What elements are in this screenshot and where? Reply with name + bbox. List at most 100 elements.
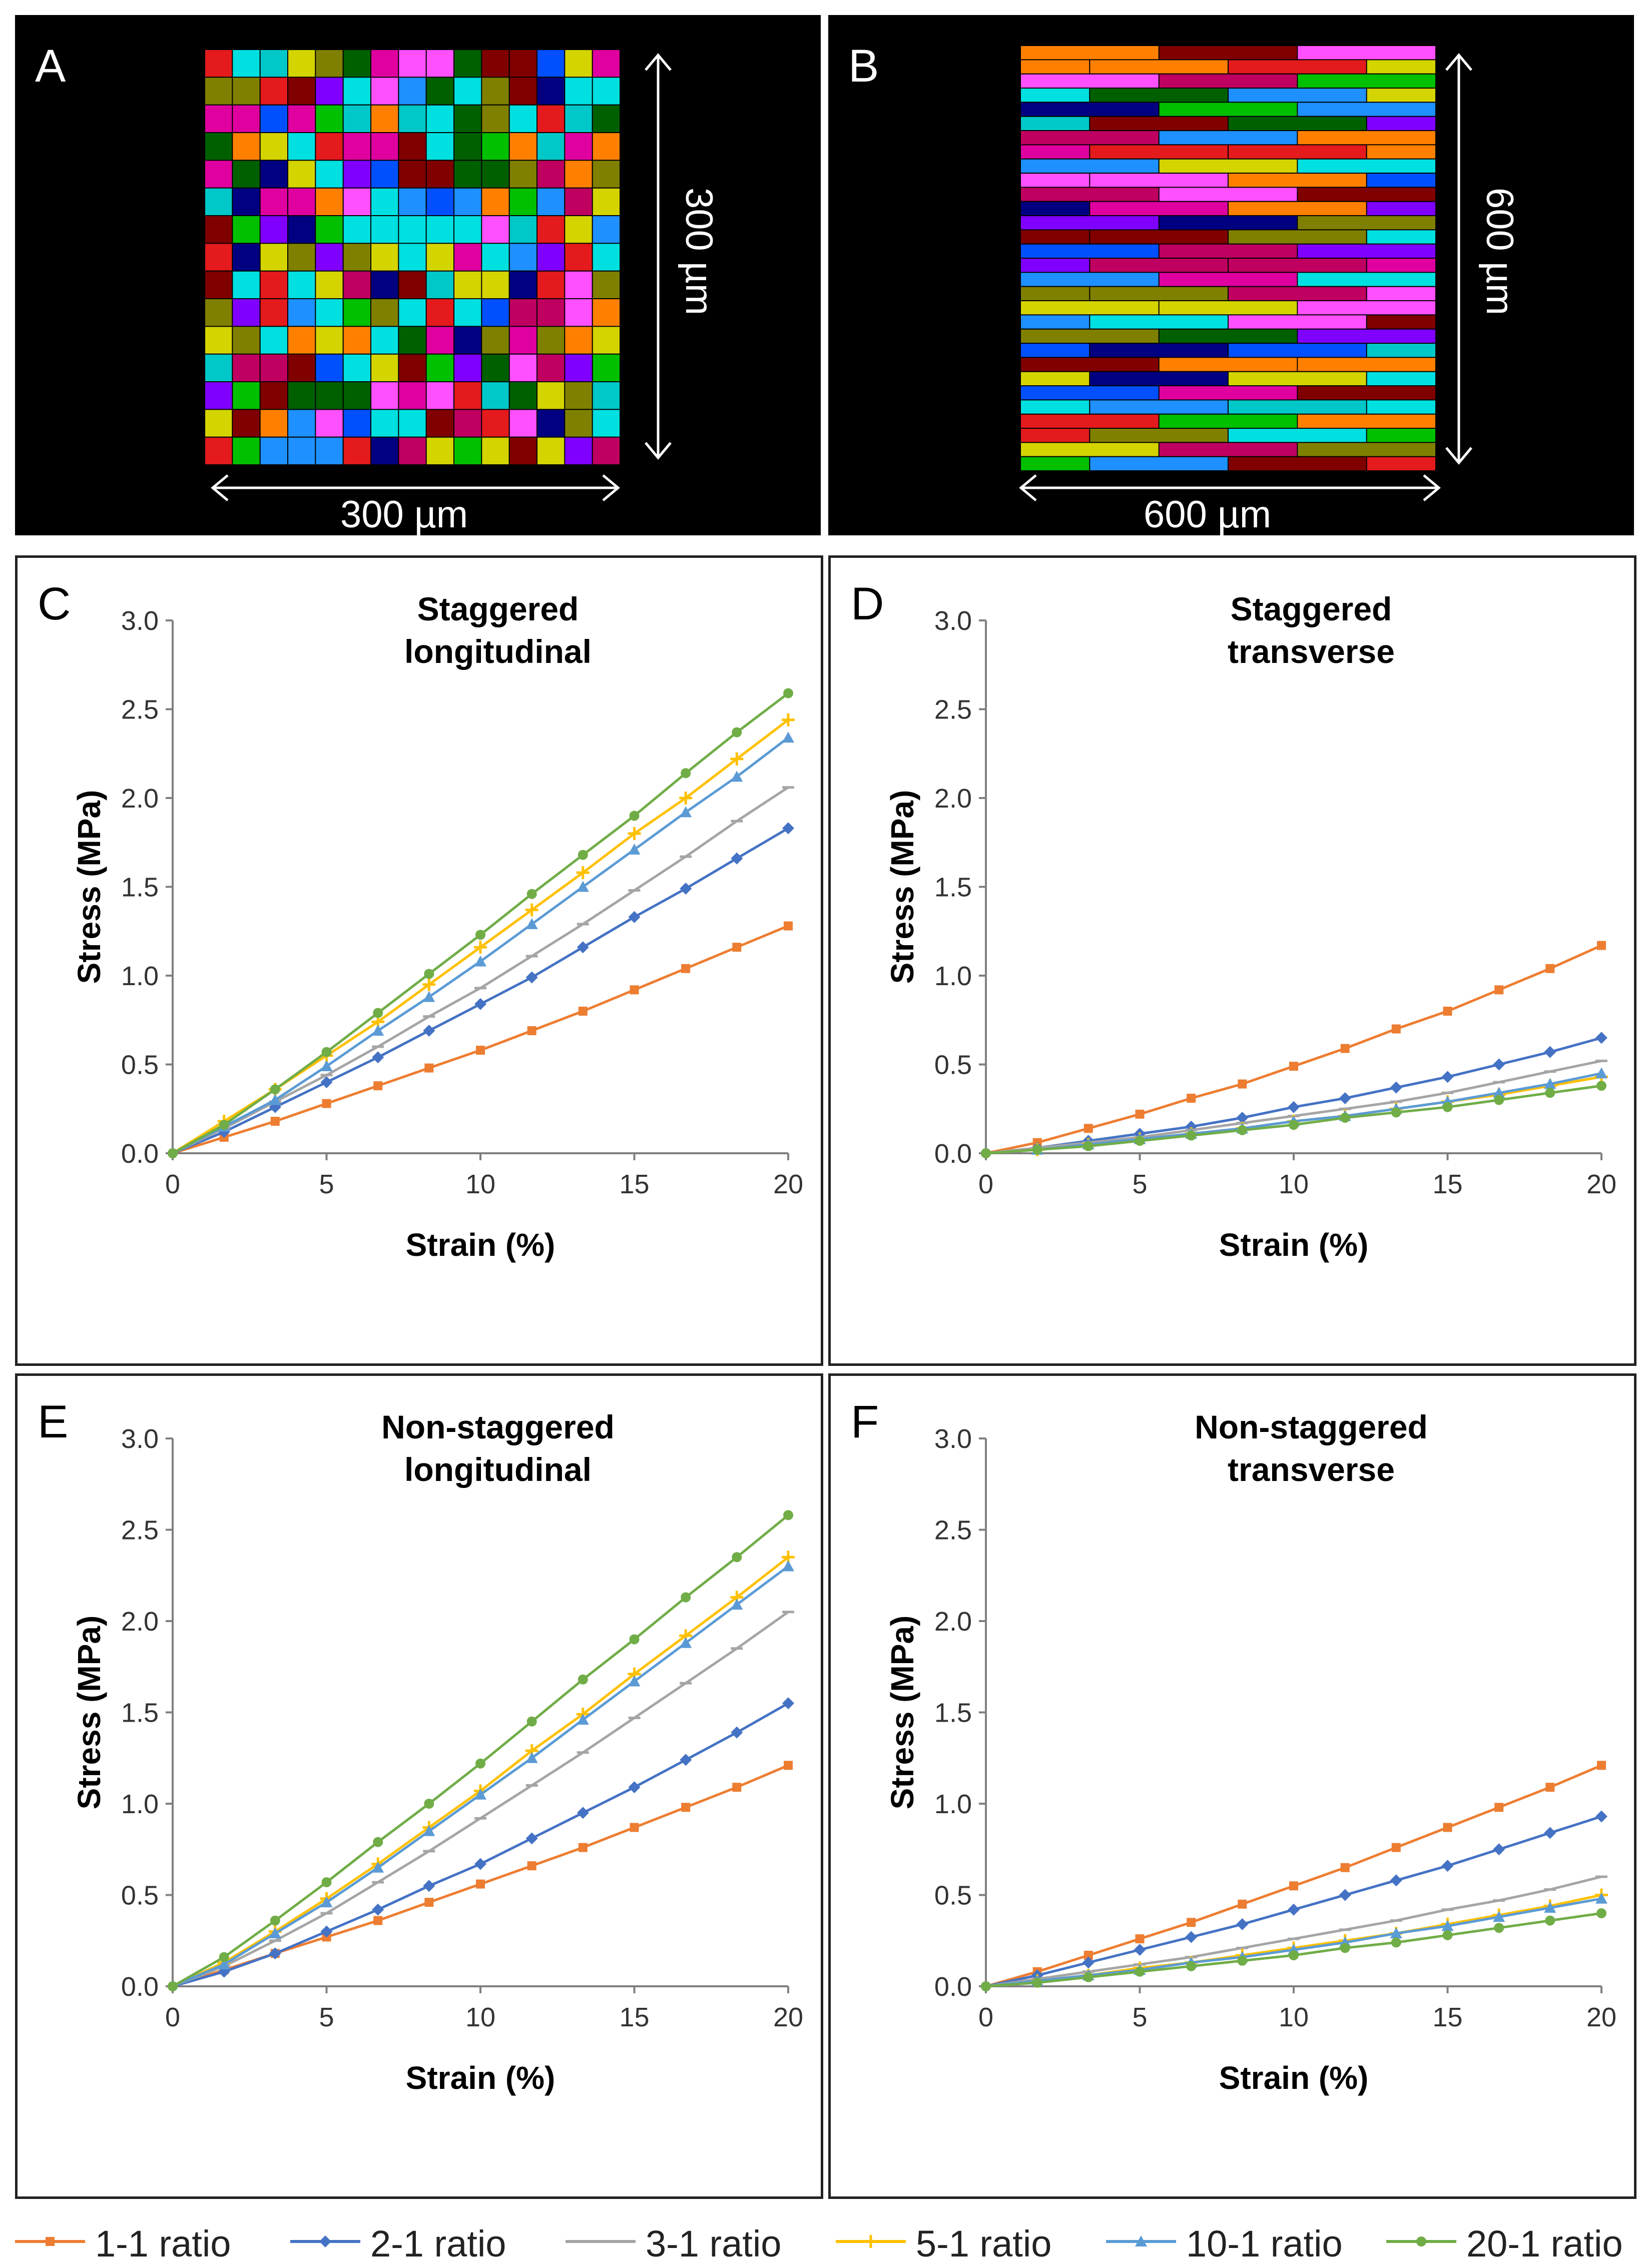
marker-legend <box>1416 2236 1426 2246</box>
mesh-cell <box>565 327 592 354</box>
marker-point <box>1340 1863 1350 1872</box>
y-tick-label: 0.0 <box>121 1139 159 1169</box>
mesh-cell <box>482 271 509 298</box>
y-axis-label: Stress (MPa) <box>884 1616 920 1810</box>
marker-point <box>680 806 692 818</box>
mesh-cell <box>565 382 592 409</box>
mesh-cell <box>260 133 287 160</box>
mesh-cell <box>1021 117 1089 130</box>
y-tick-label: 0.5 <box>934 1881 972 1911</box>
mesh-cell <box>233 244 260 271</box>
marker-point <box>1443 1823 1452 1832</box>
mesh-cell <box>426 354 453 381</box>
marker-point <box>219 1952 229 1962</box>
mesh-cell <box>426 188 453 215</box>
marker-legend <box>319 2235 331 2247</box>
mesh-cell <box>233 327 260 354</box>
marker-point <box>474 955 486 967</box>
mesh-cell <box>537 382 565 409</box>
series-2-1-ratio <box>981 1032 1607 1158</box>
marker-point <box>1187 1093 1196 1103</box>
marker-point <box>1083 1124 1093 1133</box>
mesh-cell <box>1367 344 1435 357</box>
marker-point <box>1391 1843 1401 1852</box>
x-tick-label: 20 <box>1586 2002 1616 2032</box>
marker-point <box>372 1025 384 1036</box>
marker-point <box>320 1896 333 1908</box>
mesh-cell <box>205 216 232 243</box>
chart-non-staggered-longitudinal: 0.0 0.5 1.0 1.5 2.0 2.5 3.0 0 5 10 15 20 Strain (%) S… <box>71 1408 803 2096</box>
mesh-cell <box>1090 400 1228 414</box>
marker-point <box>474 1788 486 1800</box>
mesh-cell <box>1298 216 1435 230</box>
mesh-cell <box>1090 89 1228 102</box>
panel-f-letter: F <box>851 1396 879 1447</box>
marker-point <box>373 1008 383 1018</box>
x-tick-label: 0 <box>978 2002 993 2032</box>
marker-point <box>474 1858 486 1870</box>
mesh-cell <box>1298 74 1435 88</box>
mesh-cell <box>509 105 536 132</box>
marker-point <box>1441 1860 1454 1872</box>
mesh-cell <box>316 271 343 298</box>
y-tick-label: 1.5 <box>121 1698 159 1728</box>
y-tick-label: 2.0 <box>934 784 972 814</box>
x-tick-label: 15 <box>1432 1169 1462 1199</box>
marker-point <box>1390 1081 1402 1094</box>
marker-point <box>784 1761 793 1770</box>
mesh-cell <box>565 188 592 215</box>
mesh-cell <box>537 327 565 354</box>
mesh-cell <box>426 271 453 298</box>
mesh-cell <box>233 354 260 381</box>
mesh-cell <box>316 244 343 271</box>
mesh-cell <box>565 299 592 326</box>
mesh-cell <box>454 271 481 298</box>
mesh-cell <box>1021 400 1089 414</box>
mesh-cell <box>399 354 426 381</box>
series-line <box>985 1036 1602 1155</box>
marker-point <box>527 1026 536 1036</box>
chart-title-line: longitudinal <box>404 633 592 670</box>
marker-point <box>1494 1803 1504 1812</box>
mesh-cell <box>316 133 343 160</box>
marker-point <box>424 969 434 979</box>
mesh-cell <box>288 216 315 243</box>
mesh-cell <box>260 327 287 354</box>
series-line <box>172 692 789 1155</box>
mesh-cell <box>1159 358 1297 371</box>
mesh-cell <box>482 299 509 326</box>
mesh-cell <box>371 410 398 437</box>
legend-marker-10-1 <box>1106 2235 1176 2246</box>
marker-point <box>1186 1130 1197 1141</box>
mesh-cell <box>343 327 370 354</box>
panel-c: C 0.0 0.5 1.0 1.5 2.0 2.5 3.0 0 5 10 15 20 Strain (%… <box>15 555 823 1366</box>
chart-title-line: transverse <box>1228 633 1395 670</box>
marker-point <box>475 930 485 940</box>
mesh-cell <box>371 244 398 271</box>
marker-point <box>782 1697 794 1710</box>
mesh-cell <box>1021 457 1089 470</box>
series-20-1-ratio <box>981 1081 1606 1158</box>
mesh-cell <box>482 382 509 409</box>
y-tick-label: 1.0 <box>121 1789 159 1819</box>
mesh-cell <box>1229 344 1366 357</box>
mesh-cell <box>233 78 260 105</box>
marker-point <box>270 1117 280 1126</box>
mesh-cell <box>1090 230 1228 244</box>
mesh-cell <box>260 188 287 215</box>
marker-point <box>476 1046 485 1055</box>
mesh-cell <box>233 299 260 326</box>
mesh-cell <box>316 105 343 132</box>
mesh-cell <box>593 105 620 132</box>
y-tick-label: 2.0 <box>934 1607 972 1637</box>
series-10-1-ratio <box>168 731 794 1158</box>
mesh-cell <box>537 410 565 437</box>
marker-point <box>1135 1934 1145 1944</box>
mesh-cell <box>1229 259 1366 272</box>
mesh-cell <box>509 188 536 215</box>
mesh-cell <box>399 188 426 215</box>
marker-point <box>424 1799 434 1809</box>
panel-a: A 300 µm 300 µm <box>15 15 821 536</box>
mesh-cell <box>454 410 481 437</box>
mesh-cell <box>1229 457 1366 470</box>
